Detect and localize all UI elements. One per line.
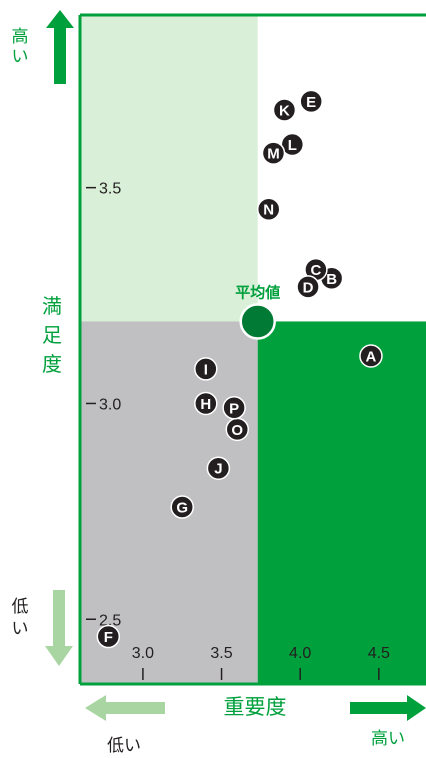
point-marker — [299, 89, 323, 114]
data-point-g: G — [170, 495, 194, 519]
data-point-l: L — [280, 132, 305, 157]
y-low-label-line2: い — [12, 619, 29, 639]
y-high-label-line2: い — [12, 47, 29, 67]
y-axis-title: 満 足 度 — [42, 294, 62, 376]
point-marker — [256, 197, 281, 221]
data-point-j: J — [206, 456, 231, 480]
x-low-indicator: 低い — [85, 695, 165, 756]
data-point-k: K — [272, 98, 297, 122]
y-tick-label: 3.0 — [99, 396, 121, 413]
point-label: M — [267, 146, 280, 163]
data-point-d: D — [296, 275, 320, 299]
quadrant-low-importance-high-satisfaction — [80, 15, 258, 322]
point-label: B — [326, 271, 337, 288]
point-label: H — [200, 396, 211, 413]
point-label: E — [306, 94, 316, 111]
data-point-n: N — [256, 197, 281, 221]
quadrant-low-importance-low-satisfaction — [80, 321, 258, 684]
x-high-label: 高い — [371, 729, 405, 749]
y-high-label-line1: 高 — [12, 27, 29, 47]
y-tick-label: 2.5 — [99, 612, 121, 629]
point-marker — [359, 344, 383, 368]
y-high-indicator: 高 い — [12, 10, 74, 84]
data-point-o: O — [225, 417, 250, 442]
point-label: I — [204, 361, 208, 378]
y-axis-title-char3: 度 — [42, 352, 62, 376]
data-point-e: E — [299, 89, 323, 114]
data-point-a: A — [359, 344, 383, 368]
y-axis-title-char1: 満 — [42, 294, 62, 318]
x-high-indicator: 高い — [350, 695, 426, 749]
point-marker — [194, 357, 218, 381]
y-tick-label: 3.5 — [99, 181, 121, 198]
arrow-left-icon — [85, 695, 165, 721]
x-tick-label: 4.0 — [289, 645, 311, 662]
point-label: D — [303, 279, 314, 296]
tick-layer: 3.0 3.5 4.0 4.5 3.5 3.0 2.5 — [86, 181, 390, 680]
x-low-label: 低い — [107, 736, 141, 756]
data-point-p: P — [222, 396, 246, 420]
arrow-down-icon — [45, 590, 73, 666]
point-label: K — [279, 102, 290, 119]
point-label: L — [288, 137, 297, 154]
point-label: F — [104, 629, 113, 646]
point-label: P — [229, 400, 239, 417]
quadrant-high-importance-low-satisfaction — [257, 321, 426, 684]
average-point: 平均値 — [235, 283, 280, 340]
data-point-h: H — [194, 391, 218, 416]
x-tick-label: 4.5 — [368, 645, 390, 662]
point-label: A — [366, 348, 377, 365]
point-marker — [206, 456, 231, 480]
point-marker — [261, 141, 286, 165]
point-marker — [272, 98, 297, 122]
data-point-m: M — [261, 141, 286, 165]
y-low-label-line1: 低 — [12, 597, 29, 617]
y-low-indicator: 低 い — [12, 590, 73, 666]
arrow-right-icon — [350, 695, 426, 721]
x-tick-label: 3.0 — [132, 645, 154, 662]
point-label: N — [263, 202, 274, 219]
point-marker — [222, 396, 246, 420]
arrow-up-icon — [46, 10, 74, 84]
data-points: A BCD E F G H I J K LM N OP — [96, 89, 383, 649]
point-label: C — [310, 262, 321, 279]
data-point-i: I — [194, 357, 218, 381]
point-marker — [96, 624, 121, 649]
point-marker — [296, 275, 320, 299]
point-label: G — [176, 500, 188, 517]
y-axis-title-char2: 足 — [42, 323, 62, 347]
x-tick-label: 3.5 — [210, 645, 232, 662]
point-marker — [194, 391, 218, 416]
point-label: O — [231, 422, 243, 439]
average-marker — [239, 303, 276, 340]
point-label: J — [214, 461, 222, 478]
average-label: 平均値 — [235, 283, 280, 301]
x-axis-title: 重要度 — [224, 695, 287, 719]
point-marker — [170, 495, 194, 519]
data-point-f: F — [96, 624, 121, 649]
